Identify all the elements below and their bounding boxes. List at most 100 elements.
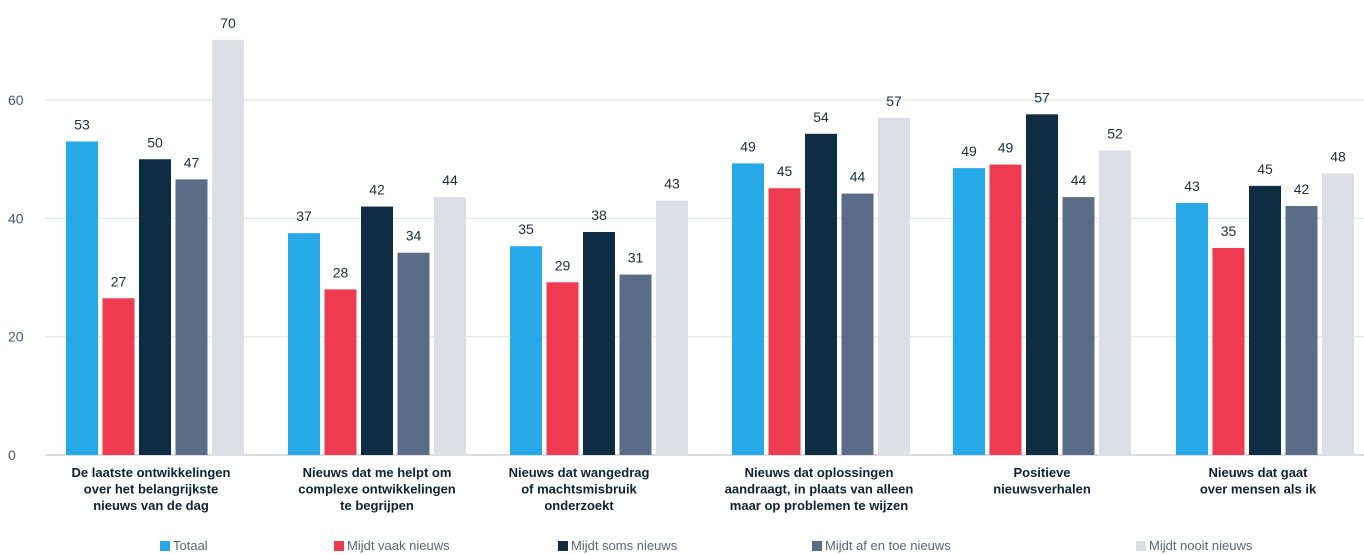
category-label: complexe ontwikkelingen [298, 482, 456, 497]
bar [1176, 203, 1208, 455]
data-label: 28 [333, 264, 349, 280]
bar [397, 252, 430, 455]
legend-label: Mijdt nooit nieuws [1149, 538, 1253, 553]
legend: Totaal Mijdt vaak nieuws Mijdt soms nieuws… [0, 536, 1364, 555]
legend-swatch [812, 541, 822, 551]
bar [102, 298, 135, 455]
bar [732, 163, 764, 455]
category-label: nieuwsverhalen [993, 482, 1091, 497]
x-axis: De laatste ontwikkelingen over het belang… [72, 465, 1317, 513]
data-label: 42 [1294, 181, 1310, 197]
data-label: 48 [1330, 148, 1346, 164]
data-label: 50 [147, 134, 163, 150]
bar [989, 164, 1022, 456]
category-label: te begrijpen [340, 498, 414, 513]
bar [1285, 205, 1318, 455]
y-tick-label: 60 [8, 92, 24, 108]
value-labels: 53 37 35 49 49 43 27 28 29 45 49 35 50 42 38 54 57 45 47 34… [74, 15, 1346, 289]
data-label: 52 [1107, 125, 1123, 141]
bar [878, 117, 910, 455]
bar [619, 274, 652, 455]
data-label: 53 [74, 117, 90, 133]
bar [656, 200, 688, 455]
bar [510, 246, 542, 455]
data-label: 35 [1221, 223, 1237, 239]
data-label: 49 [961, 143, 977, 159]
bar [288, 233, 320, 455]
data-label: 57 [1034, 89, 1050, 105]
bar [841, 193, 874, 455]
legend-label: Mijdt soms nieuws [571, 538, 678, 553]
category-label: maar op problemen te wijzen [730, 498, 908, 513]
bar [953, 168, 985, 455]
data-label: 38 [591, 207, 607, 223]
legend-label: Mijdt vaak nieuws [347, 538, 450, 553]
legend-item: Totaal [160, 538, 208, 553]
data-label: 35 [518, 221, 534, 237]
bar [768, 188, 801, 455]
legend-label: Totaal [173, 538, 208, 553]
category-label: Nieuws dat wangedrag [509, 465, 650, 480]
data-label: 34 [406, 228, 422, 244]
bar [546, 282, 579, 455]
data-label: 49 [998, 140, 1014, 156]
bar [361, 206, 393, 455]
data-label: 29 [555, 257, 571, 273]
category-label: Nieuws dat me helpt om [303, 465, 452, 480]
category-label: over mensen als ik [1200, 482, 1317, 497]
legend-item: Mijdt af en toe nieuws [812, 538, 951, 553]
bar [805, 133, 837, 456]
y-tick-label: 20 [8, 329, 24, 345]
bar [1062, 197, 1095, 455]
data-label: 45 [777, 163, 793, 179]
data-label: 44 [850, 169, 866, 185]
data-label: 44 [442, 172, 458, 188]
data-label: 70 [220, 15, 236, 31]
legend-swatch [160, 541, 170, 551]
bar [324, 289, 357, 455]
bar [1026, 114, 1058, 456]
data-label: 54 [813, 109, 829, 125]
data-label: 42 [369, 182, 385, 198]
bars [66, 39, 1354, 456]
category-label: of machtsmisbruik [521, 482, 637, 497]
bar [1212, 247, 1245, 455]
bar [1099, 150, 1131, 455]
legend-swatch [1136, 541, 1146, 551]
legend-swatch [334, 541, 344, 551]
bar [1322, 173, 1354, 456]
bar [212, 39, 244, 455]
y-axis: 0 20 40 60 [8, 92, 24, 463]
bar [139, 159, 171, 455]
data-label: 43 [664, 176, 680, 192]
category-label: over het belangrijkste [84, 482, 218, 497]
data-label: 47 [184, 154, 200, 170]
data-label: 43 [1184, 178, 1200, 194]
data-label: 49 [740, 138, 756, 154]
data-label: 37 [296, 208, 312, 224]
category-label: aandraagt, in plaats van alleen [725, 482, 914, 497]
category-label: De laatste ontwikkelingen [72, 465, 231, 480]
legend-item: Mijdt soms nieuws [558, 538, 677, 553]
y-tick-label: 40 [8, 210, 24, 226]
bar [175, 179, 208, 455]
legend-swatch [558, 541, 568, 551]
category-label: nieuws van de dag [93, 498, 209, 513]
data-label: 27 [111, 273, 127, 289]
data-label: 31 [628, 250, 644, 266]
legend-label: Mijdt af en toe nieuws [825, 538, 951, 553]
y-tick-label: 0 [8, 447, 16, 463]
bar [583, 232, 615, 455]
gridlines [45, 99, 1364, 456]
category-label: Nieuws dat gaat [1209, 465, 1309, 480]
bar [1249, 185, 1281, 455]
category-label: Positieve [1013, 465, 1070, 480]
bar [66, 141, 98, 455]
bar [434, 197, 466, 455]
data-label: 45 [1257, 161, 1273, 177]
category-label: onderzoekt [544, 498, 614, 513]
data-label: 44 [1071, 172, 1087, 188]
category-label: Nieuws dat oplossingen [745, 465, 894, 480]
legend-item: Mijdt nooit nieuws [1136, 538, 1252, 553]
